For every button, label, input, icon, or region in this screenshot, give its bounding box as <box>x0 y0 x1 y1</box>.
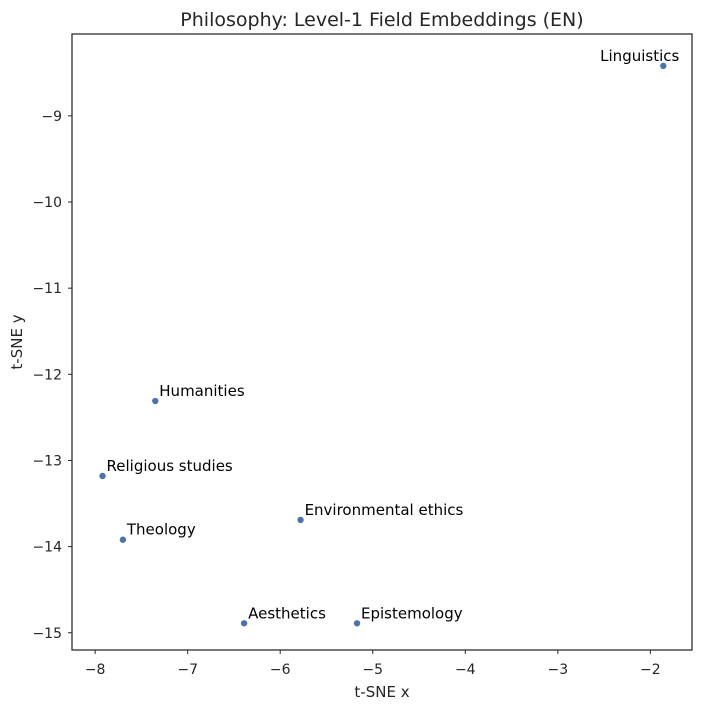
x-tick-label: −3 <box>548 662 569 678</box>
y-tick-label: −13 <box>32 453 62 469</box>
y-tick-label: −11 <box>32 281 62 297</box>
y-tick-label: −15 <box>32 626 62 642</box>
y-tick-label: −10 <box>32 195 62 211</box>
data-point <box>297 516 304 524</box>
data-point <box>119 536 127 543</box>
x-tick-label: −5 <box>362 662 383 678</box>
point-label: Humanities <box>159 382 245 400</box>
chart-title: Philosophy: Level-1 Field Embeddings (EN… <box>180 9 583 31</box>
point-label: Religious studies <box>107 457 233 475</box>
y-axis-label: t-SNE y <box>8 314 26 369</box>
x-axis: −8 −7 −6 −5 −4 −3 −2 <box>85 650 661 678</box>
x-tick-label: −6 <box>270 662 291 678</box>
x-tick-label: −8 <box>85 662 106 678</box>
data-point <box>99 472 106 480</box>
point-label: Linguistics <box>600 47 679 65</box>
y-tick-label: −9 <box>41 109 62 125</box>
data-point <box>240 620 248 627</box>
x-axis-label: t-SNE x <box>354 683 409 701</box>
data-point <box>152 397 159 405</box>
point-label: Environmental ethics <box>305 501 464 519</box>
data-point <box>353 620 361 627</box>
data-point <box>660 62 667 70</box>
y-tick-label: −14 <box>32 540 62 556</box>
y-tick-label: −12 <box>32 367 62 383</box>
x-tick-label: −7 <box>177 662 198 678</box>
point-label: Aesthetics <box>248 604 326 622</box>
point-label: Epistemology <box>361 604 463 622</box>
point-label: Theology <box>126 521 196 539</box>
data-points: Linguistics Humanities Religious studies En… <box>99 47 679 627</box>
x-tick-label: −4 <box>455 662 476 678</box>
plot-frame <box>71 33 693 651</box>
x-tick-label: −2 <box>640 662 661 678</box>
y-axis: −15 −14 −13 −12 −11 −10 −9 <box>32 109 72 642</box>
